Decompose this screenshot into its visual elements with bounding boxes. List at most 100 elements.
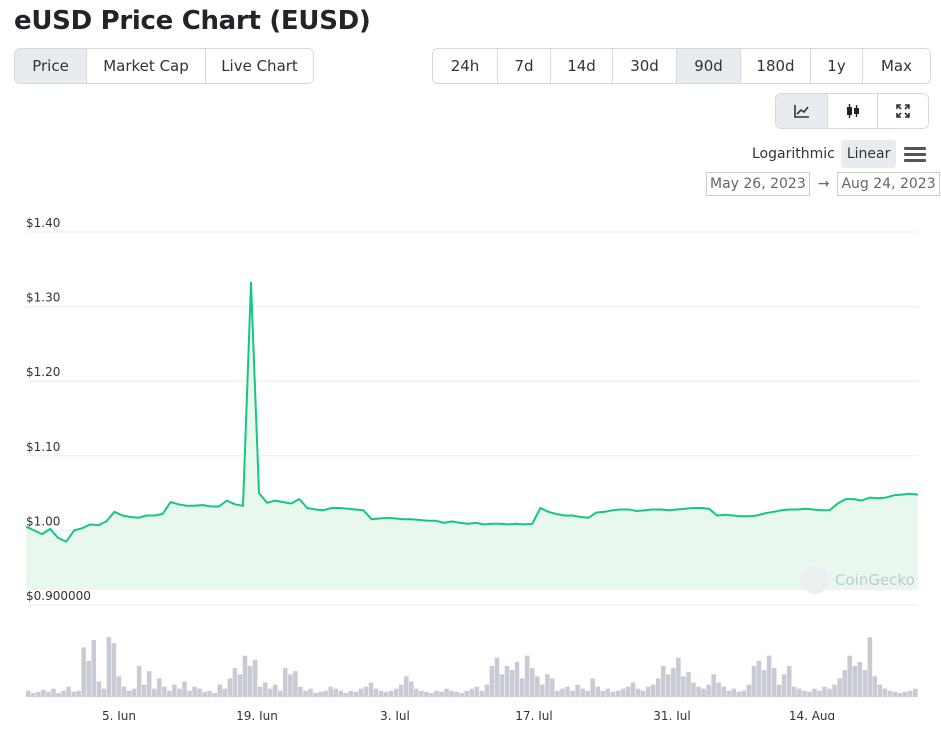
y-tick-label: $0.900000 [26, 589, 91, 603]
volume-bar [197, 688, 202, 697]
x-tick-label: 3. Jul [380, 709, 410, 720]
volume-bar [575, 684, 580, 697]
volume-bar [66, 686, 71, 697]
volume-bar [676, 657, 681, 697]
volume-bar [645, 686, 651, 697]
volume-bar [751, 666, 757, 697]
volume-bar [262, 682, 268, 697]
volume-bar [474, 686, 480, 697]
volume-bar [907, 690, 913, 697]
range-1y-button[interactable]: 1y [811, 49, 863, 83]
volume-bar [237, 674, 243, 697]
date-to-input[interactable]: Aug 24, 2023 [837, 172, 940, 196]
volume-bar [449, 690, 454, 697]
volume-bar [494, 657, 500, 697]
volume-bar [530, 668, 535, 697]
range-7d-button[interactable]: 7d [498, 49, 551, 83]
volume-bar [56, 692, 61, 697]
volume-bar [313, 692, 318, 697]
volume-bar [146, 671, 152, 697]
range-180d-button[interactable]: 180d [741, 49, 811, 83]
volume-bar [257, 686, 263, 697]
volume-bar [187, 690, 192, 697]
x-tick-label: 17. Jul [515, 709, 552, 720]
volume-bar [444, 688, 449, 697]
volume-bar [862, 670, 868, 697]
volume-bar [540, 684, 545, 697]
volume-bar [343, 692, 349, 697]
fullscreen-button[interactable] [878, 94, 928, 128]
tab-price[interactable]: Price [15, 49, 87, 83]
volume-bar [716, 682, 721, 697]
range-30d-button[interactable]: 30d [613, 49, 677, 83]
volume-bar [761, 670, 767, 697]
volume-bar [560, 688, 565, 697]
volume-bar [121, 686, 127, 697]
volume-bar [323, 690, 328, 697]
chart-type-selector [775, 93, 929, 129]
volume-bar [469, 688, 475, 697]
volume-bar [756, 660, 762, 697]
range-max-button[interactable]: Max [863, 49, 930, 83]
volume-bar [535, 676, 540, 697]
volume-bar [499, 674, 505, 697]
volume-bar [76, 690, 81, 697]
tab-live-chart[interactable]: Live Chart [206, 49, 313, 83]
date-from-input[interactable]: May 26, 2023 [706, 172, 810, 196]
volume-bar [771, 668, 777, 697]
volume-bar [141, 684, 147, 697]
volume-bar [272, 684, 278, 697]
volume-bar [650, 684, 656, 697]
volume-bar [479, 690, 485, 697]
volume-bar [81, 647, 86, 697]
volume-bar [787, 666, 792, 697]
watermark-text: CoinGecko [835, 571, 915, 589]
volume-bar [746, 684, 752, 697]
volume-bar [519, 678, 525, 697]
volume-bar [600, 690, 606, 697]
x-tick-label: 31. Jul [653, 709, 690, 720]
volume-bar [847, 655, 852, 697]
volume-bar [91, 640, 97, 697]
volume-bar [434, 690, 439, 697]
range-90d-button[interactable]: 90d [677, 49, 741, 83]
volume-bar [61, 690, 66, 697]
volume-bar [741, 690, 747, 697]
volume-bar [424, 691, 429, 697]
price-area-fill [26, 282, 918, 590]
volume-bar [580, 688, 585, 697]
hamburger-menu-icon[interactable] [904, 143, 927, 165]
price-line [25, 281, 919, 543]
volume-bar [605, 688, 611, 697]
volume-bar [635, 688, 641, 697]
range-14d-button[interactable]: 14d [551, 49, 613, 83]
volume-bar [802, 690, 807, 697]
x-tick-label: 19. Jun [236, 709, 278, 720]
volume-bar [232, 668, 238, 697]
volume-bar [666, 674, 671, 697]
scale-logarithmic-option[interactable]: Logarithmic [752, 146, 835, 162]
volume-bar [524, 655, 530, 697]
tab-market-cap[interactable]: Market Cap [87, 49, 206, 83]
volume-bar [555, 690, 560, 697]
volume-bar [439, 691, 444, 697]
volume-bar [393, 688, 399, 697]
volume-bar [202, 691, 207, 697]
volume-bar [892, 691, 898, 697]
volume-bar [454, 691, 459, 697]
volume-bar [781, 674, 787, 697]
volume-bar [822, 686, 827, 697]
volume-bar [106, 637, 112, 697]
volume-bar [545, 674, 550, 697]
volume-bar [484, 684, 490, 697]
volume-bar [882, 688, 888, 697]
volume-bar [620, 688, 626, 697]
date-range: May 26, 2023 → Aug 24, 2023 [706, 172, 940, 196]
volume-bar [837, 678, 842, 697]
volume-bar [640, 690, 646, 697]
scale-linear-option[interactable]: Linear [840, 140, 897, 168]
range-24h-button[interactable]: 24h [433, 49, 498, 83]
line-chart-button[interactable] [776, 94, 828, 128]
candlestick-button[interactable] [828, 94, 878, 128]
volume-bar [655, 678, 661, 697]
